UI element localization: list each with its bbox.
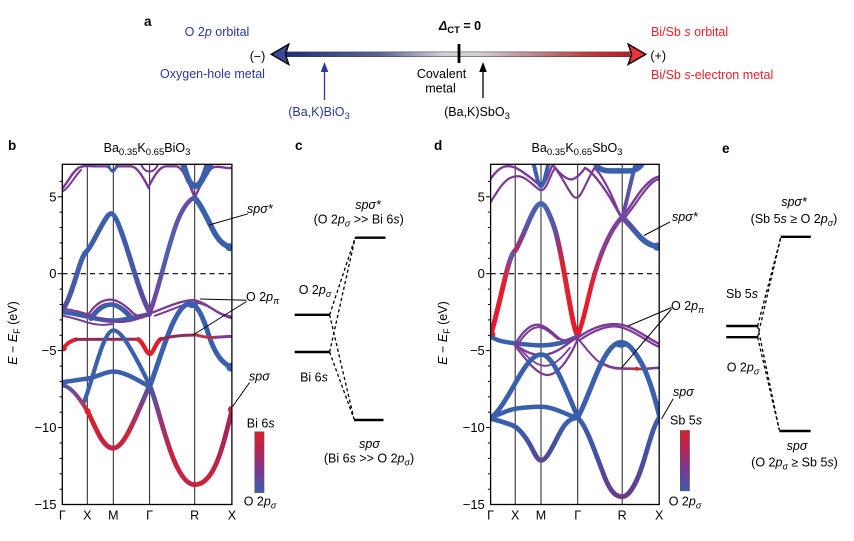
svg-text:Sb 5s: Sb 5s — [726, 287, 758, 301]
svg-text:(O 2pσ >> Bi 6s): (O 2pσ >> Bi 6s) — [314, 213, 404, 229]
svg-text:−10: −10 — [463, 420, 485, 435]
svg-text:X: X — [83, 509, 92, 523]
svg-text:X: X — [228, 509, 237, 523]
svg-text:(Bi 6s >> O 2pσ): (Bi 6s >> O 2pσ) — [324, 452, 414, 468]
svg-text:O 2p orbital: O 2p orbital — [185, 25, 250, 39]
svg-text:spσ*: spσ* — [672, 210, 699, 224]
svg-text:E − EF (eV): E − EF (eV) — [436, 301, 452, 365]
svg-text:0: 0 — [478, 266, 485, 281]
svg-text:metal: metal — [425, 82, 456, 96]
svg-text:c: c — [295, 138, 303, 153]
svg-text:M: M — [108, 509, 118, 523]
svg-text:e: e — [722, 141, 730, 156]
svg-text:5: 5 — [49, 189, 56, 204]
svg-text:O 2pσ: O 2pσ — [299, 283, 332, 299]
svg-text:Bi 6s: Bi 6s — [300, 371, 328, 385]
svg-text:(−): (−) — [250, 49, 266, 63]
svg-text:Bi/Sb s-electron metal: Bi/Sb s-electron metal — [651, 68, 773, 82]
svg-text:(O 2pσ ≥ Sb 5s): (O 2pσ ≥ Sb 5s) — [751, 456, 838, 472]
svg-text:O 2pπ: O 2pπ — [246, 290, 280, 306]
svg-text:E − EF (eV): E − EF (eV) — [6, 301, 22, 365]
svg-text:−15: −15 — [463, 497, 485, 512]
svg-text:Sb 5s: Sb 5s — [670, 414, 702, 428]
svg-text:Covalent: Covalent — [417, 67, 467, 81]
svg-text:a: a — [144, 14, 152, 29]
svg-text:O 2pσ: O 2pσ — [244, 495, 277, 511]
svg-text:X: X — [511, 509, 520, 523]
svg-text:Bi/Sb s orbital: Bi/Sb s orbital — [651, 25, 728, 39]
svg-text:−5: −5 — [42, 343, 57, 358]
svg-text:(Ba,K)SbO3: (Ba,K)SbO3 — [444, 105, 510, 122]
svg-text:b: b — [8, 138, 16, 153]
svg-text:O 2pσ: O 2pσ — [727, 361, 760, 377]
svg-text:M: M — [536, 509, 546, 523]
svg-text:R: R — [618, 509, 627, 523]
svg-text:Γ: Γ — [146, 509, 153, 523]
svg-text:5: 5 — [478, 189, 485, 204]
svg-text:spσ: spσ — [249, 370, 270, 384]
svg-text:O 2pσ: O 2pσ — [669, 494, 702, 510]
svg-text:spσ*: spσ* — [247, 202, 274, 216]
svg-text:−10: −10 — [34, 420, 56, 435]
svg-text:spσ*: spσ* — [355, 198, 382, 212]
svg-text:Bi 6s: Bi 6s — [247, 416, 275, 430]
svg-text:O 2pπ: O 2pπ — [671, 299, 705, 315]
svg-text:spσ*: spσ* — [781, 195, 808, 209]
svg-text:(Ba,K)BiO3: (Ba,K)BiO3 — [288, 105, 350, 122]
svg-text:X: X — [655, 509, 664, 523]
svg-text:0: 0 — [49, 266, 56, 281]
svg-text:(Sb 5s ≥ O 2pσ): (Sb 5s ≥ O 2pσ) — [751, 212, 838, 228]
svg-text:spσ: spσ — [787, 439, 808, 453]
svg-text:Γ: Γ — [59, 509, 66, 523]
svg-text:−15: −15 — [34, 497, 56, 512]
svg-text:spσ: spσ — [673, 385, 694, 399]
svg-text:R: R — [190, 509, 199, 523]
svg-text:Oxygen-hole metal: Oxygen-hole metal — [160, 67, 265, 81]
svg-text:Γ: Γ — [487, 509, 494, 523]
svg-text:d: d — [434, 138, 442, 153]
svg-text:(+): (+) — [650, 49, 666, 63]
svg-text:spσ: spσ — [359, 437, 380, 451]
svg-text:Ba0.35K0.65SbO3: Ba0.35K0.65SbO3 — [532, 141, 623, 158]
svg-text:Γ: Γ — [574, 509, 581, 523]
svg-text:−5: −5 — [470, 343, 485, 358]
svg-text:ΔCT = 0: ΔCT = 0 — [438, 19, 481, 36]
